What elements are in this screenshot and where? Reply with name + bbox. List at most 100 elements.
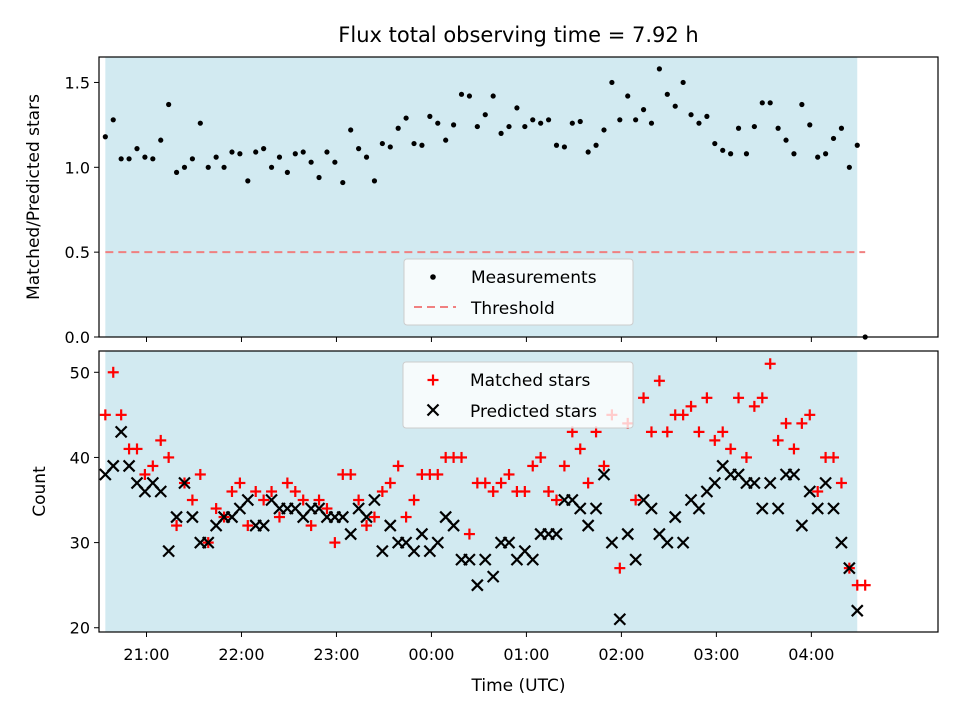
predicted-star-point	[257, 519, 270, 532]
legend-marker-measurements	[430, 274, 436, 280]
measurement-point	[221, 164, 227, 170]
matched-star-point	[463, 528, 475, 540]
ratio-x-ticks	[145, 337, 812, 342]
measurement-point	[498, 130, 504, 136]
matched-star-point	[685, 400, 697, 412]
matched-star-point	[772, 434, 784, 446]
measurement-point	[340, 179, 346, 186]
matched-star-point	[321, 503, 333, 515]
predicted-star-point	[756, 502, 769, 515]
measurement-point	[553, 142, 560, 148]
measurement-points	[102, 66, 868, 340]
predicted-star-point	[676, 536, 690, 549]
measurement-point	[569, 120, 575, 126]
count-x-ticks: 21:00 22:00 23:00 00:00 01:00 02:00 03:00 04:00	[123, 632, 834, 664]
ratio-panel: 0.0 0.5 1.0 1.5 Flux total observing time =…	[24, 23, 939, 347]
ratio-y-ticks: 0.0 0.5 1.0 1.5	[65, 73, 99, 347]
measurement-point	[229, 149, 235, 155]
measurement-point	[142, 154, 148, 160]
predicted-star-point	[447, 519, 460, 532]
predicted-star-point	[795, 519, 809, 532]
measurement-point	[356, 146, 362, 152]
x-tick-label: 01:00	[503, 645, 549, 664]
measurement-point	[783, 137, 789, 143]
x-tick-label: 03:00	[693, 645, 739, 664]
measurement-point	[751, 123, 757, 130]
measurement-point	[617, 117, 623, 123]
measurement-point	[181, 164, 188, 170]
predicted-star-point	[154, 485, 168, 498]
legend-plus-glyph	[427, 374, 439, 386]
matched-star-point	[828, 451, 840, 463]
matched-star-point	[147, 460, 159, 472]
measurement-point	[648, 120, 655, 126]
measurement-point	[118, 156, 124, 162]
measurement-point	[403, 115, 409, 121]
predicted-star-point	[415, 527, 429, 541]
measurement-point	[213, 154, 219, 160]
predicted-star-point	[692, 502, 706, 515]
predicted-star-point	[597, 468, 611, 481]
measurement-point	[799, 101, 805, 108]
measurement-point	[625, 93, 631, 99]
matched-star-point	[353, 494, 365, 506]
matched-star-point	[107, 366, 119, 378]
matched-star-point	[273, 511, 285, 523]
matched-star-point	[740, 451, 752, 463]
predicted-star-point	[122, 459, 136, 473]
predicted-star-point	[589, 502, 603, 515]
matched-star-point	[756, 392, 768, 404]
measurement-point	[134, 146, 140, 152]
predicted-star-point	[843, 561, 856, 575]
predicted-star-point	[201, 536, 215, 549]
ratio-legend: Measurements Threshold	[403, 258, 634, 326]
matched-star-point	[709, 434, 721, 446]
measurement-point	[585, 149, 591, 155]
predicted-star-point	[376, 544, 389, 558]
measurement-point	[735, 125, 742, 131]
matched-star-point	[796, 417, 808, 429]
matched-star-point	[368, 511, 380, 523]
measurement-point	[189, 156, 195, 162]
predicted-star-point	[835, 536, 848, 549]
measurement-point	[680, 79, 686, 86]
matched-star-point	[574, 443, 586, 455]
y-tick-label: 50	[70, 363, 90, 382]
predicted-star-point	[360, 510, 373, 524]
y-tick-label: 40	[70, 448, 90, 467]
measurement-point	[545, 117, 552, 123]
predicted-star-point	[478, 553, 492, 566]
y-tick-label: 30	[70, 534, 90, 553]
count-panel: 21:00 22:00 23:00 00:00 01:00 02:00 03:00 04:00…	[30, 350, 939, 696]
measurement-point	[284, 169, 290, 175]
measurement-point	[854, 142, 860, 148]
measurement-point	[490, 93, 496, 99]
predicted-star-point	[407, 544, 421, 558]
predicted-star-point	[668, 510, 682, 524]
measurement-point	[728, 151, 734, 157]
matched-star-point	[194, 468, 206, 480]
predicted-star-point	[241, 493, 255, 507]
legend-marker-predicted	[426, 403, 440, 417]
predicted-star-point	[336, 510, 350, 524]
matched-star-point	[733, 392, 745, 404]
measurement-point	[158, 137, 164, 143]
matched-star-point	[614, 562, 626, 574]
predicted-star-point	[629, 553, 642, 566]
count-plot-frame	[98, 350, 939, 633]
matched-star-point	[598, 460, 610, 472]
measurement-point	[767, 100, 773, 106]
count-legend: Matched stars Predicted stars	[402, 361, 634, 429]
legend-cross-glyph	[426, 403, 440, 417]
measurement-point	[261, 146, 267, 152]
matched-star-point	[550, 494, 562, 506]
measurement-point	[759, 100, 765, 106]
count-y-axis-label: Count	[30, 466, 50, 517]
matched-star-point	[519, 486, 531, 497]
predicted-star-point	[573, 502, 587, 515]
matched-star-point	[392, 460, 404, 472]
predicted-star-point	[708, 476, 722, 490]
measurement-point	[791, 151, 797, 157]
measurement-point	[601, 127, 607, 133]
matched-star-point	[155, 434, 167, 446]
